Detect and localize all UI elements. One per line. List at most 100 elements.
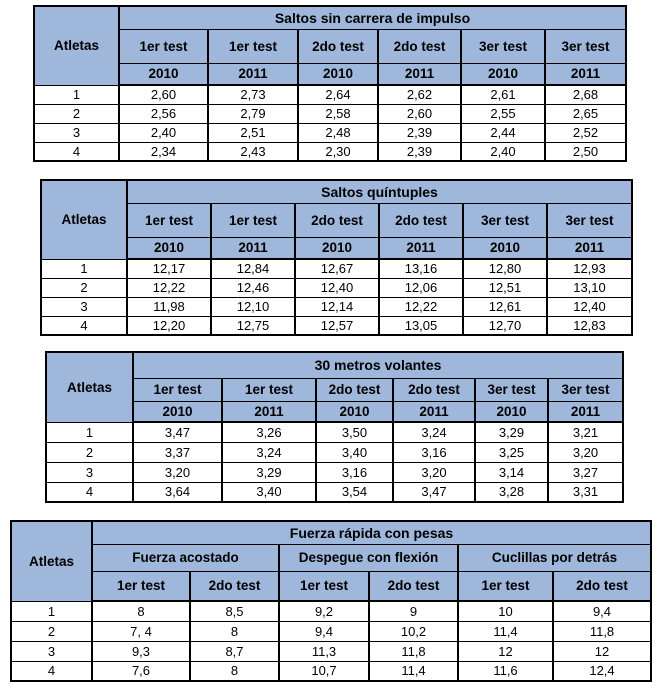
test-header: 3er test — [474, 377, 549, 402]
value-cell: 12,61 — [462, 296, 548, 317]
test-header: 2do test — [368, 570, 459, 602]
value-cell: 3,27 — [547, 461, 624, 483]
value-cell: 2,39 — [377, 141, 462, 162]
value-cell: 9,4 — [278, 620, 370, 642]
test-header: 1er test — [91, 570, 191, 602]
table-row: 2 12,22 12,46 12,40 12,06 12,51 13,10 — [40, 277, 633, 298]
test-header: 2do test — [315, 377, 394, 402]
athlete-number-cell: 1 — [10, 600, 93, 622]
value-cell: 2,65 — [544, 103, 627, 124]
table-30-metros-volantes: Atletas 30 metros volantes 1er test 1er tes… — [45, 351, 624, 503]
test-header: 3er test — [462, 202, 548, 238]
value-cell: 3,21 — [547, 421, 624, 443]
athlete-number-cell: 4 — [33, 141, 120, 162]
table-fuerza-rapida-con-pesas: Atletas Fuerza rápida con pesas Fuerza aco… — [10, 520, 652, 682]
test-header: 2do test — [377, 28, 462, 64]
row-header-atletas: Atletas — [40, 179, 128, 260]
table-row: 4 3,64 3,40 3,54 3,47 3,28 3,31 — [45, 481, 624, 503]
table-row: 3 2,40 2,51 2,48 2,39 2,44 2,52 — [33, 122, 627, 143]
table-title: 30 metros volantes — [132, 351, 624, 379]
value-cell: 12,22 — [126, 277, 212, 298]
value-cell: 2,48 — [297, 122, 379, 143]
value-cell: 2,56 — [118, 103, 209, 124]
table-row: 2 7, 4 8 9,4 10,2 11,4 11,8 — [10, 620, 652, 642]
test-header: 2do test — [378, 202, 464, 238]
athlete-number-cell: 2 — [33, 103, 120, 124]
year-header: 2010 — [126, 236, 212, 260]
value-cell: 13,16 — [378, 258, 464, 279]
value-cell: 3,47 — [392, 481, 476, 503]
table-row: 4 12,20 12,75 12,57 13,05 12,70 12,83 — [40, 315, 633, 336]
athlete-number-cell: 3 — [45, 461, 134, 483]
value-cell: 2,60 — [118, 84, 209, 105]
value-cell: 9,2 — [278, 600, 370, 622]
table-section-saltos-quintuples: Atletas Saltos quíntuples 1er test 1er test… — [40, 179, 657, 336]
value-cell: 11,3 — [278, 640, 370, 662]
value-cell: 3,40 — [221, 481, 317, 503]
value-cell: 12,22 — [378, 296, 464, 317]
value-cell: 11,98 — [126, 296, 212, 317]
test-header: 2do test — [392, 377, 476, 402]
value-cell: 3,14 — [474, 461, 549, 483]
year-header: 2011 — [210, 236, 296, 260]
value-cell: 12 — [457, 640, 554, 662]
year-header: 2011 — [546, 236, 633, 260]
value-cell: 2,61 — [460, 84, 546, 105]
value-cell: 2,30 — [297, 141, 379, 162]
value-cell: 3,26 — [221, 421, 317, 443]
test-header: 1er test — [221, 377, 317, 402]
value-cell: 2,62 — [377, 84, 462, 105]
value-cell: 3,16 — [315, 461, 394, 483]
test-header: 2do test — [297, 28, 379, 64]
table-row: 1 12,17 12,84 12,67 13,16 12,80 12,93 — [40, 258, 633, 279]
value-cell: 3,25 — [474, 441, 549, 463]
value-cell: 12,83 — [546, 315, 633, 336]
test-header: 3er test — [546, 202, 633, 238]
table-row: 2 3,37 3,24 3,40 3,16 3,25 3,20 — [45, 441, 624, 463]
value-cell: 3,47 — [132, 421, 223, 443]
value-cell: 12,93 — [546, 258, 633, 279]
table-title: Saltos sin carrera de impulso — [118, 5, 627, 30]
value-cell: 3,40 — [315, 441, 394, 463]
year-header: 2010 — [132, 400, 223, 423]
value-cell: 3,29 — [221, 461, 317, 483]
test-header: 1er test — [457, 570, 554, 602]
value-cell: 12,4 — [552, 660, 652, 682]
table-row: 1 3,47 3,26 3,50 3,24 3,29 3,21 — [45, 421, 624, 443]
value-cell: 12,17 — [126, 258, 212, 279]
value-cell: 11,8 — [552, 620, 652, 642]
year-header: 2010 — [118, 62, 209, 86]
test-header: 1er test — [118, 28, 209, 64]
year-header: 2010 — [297, 62, 379, 86]
year-header: 2011 — [378, 236, 464, 260]
value-cell: 13,10 — [546, 277, 633, 298]
year-header: 2010 — [315, 400, 394, 423]
value-cell: 12,06 — [378, 277, 464, 298]
value-cell: 3,54 — [315, 481, 394, 503]
value-cell: 3,24 — [392, 421, 476, 443]
table-saltos-sin-carrera-de-impulso: Atletas Saltos sin carrera de impulso 1er … — [33, 5, 627, 162]
value-cell: 11,6 — [457, 660, 554, 682]
value-cell: 3,29 — [474, 421, 549, 443]
athlete-number-cell: 4 — [40, 315, 128, 336]
test-header: 3er test — [544, 28, 627, 64]
table-row: 4 7,6 8 10,7 11,4 11,6 12,4 — [10, 660, 652, 682]
value-cell: 7, 4 — [91, 620, 191, 642]
athlete-number-cell: 2 — [45, 441, 134, 463]
value-cell: 2,39 — [377, 122, 462, 143]
value-cell: 2,40 — [118, 122, 209, 143]
value-cell: 3,20 — [547, 441, 624, 463]
value-cell: 10 — [457, 600, 554, 622]
group-header: Cuclillas por detrás — [457, 543, 652, 572]
value-cell: 11,8 — [368, 640, 459, 662]
value-cell: 2,40 — [460, 141, 546, 162]
value-cell: 3,16 — [392, 441, 476, 463]
year-header: 2011 — [547, 400, 624, 423]
test-header: 1er test — [210, 202, 296, 238]
value-cell: 3,64 — [132, 481, 223, 503]
value-cell: 2,50 — [544, 141, 627, 162]
row-header-atletas: Atletas — [33, 5, 120, 86]
value-cell: 2,79 — [207, 103, 299, 124]
athlete-number-cell: 3 — [33, 122, 120, 143]
row-header-atletas: Atletas — [10, 520, 93, 602]
